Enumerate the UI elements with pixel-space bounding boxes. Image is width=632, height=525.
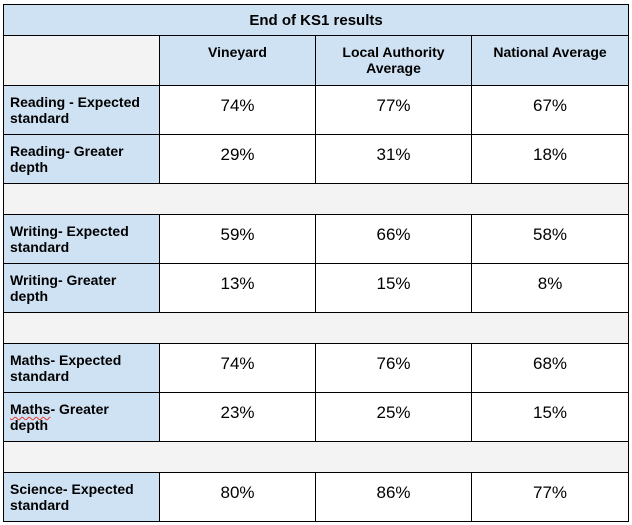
corner-cell [3, 35, 160, 86]
table-row: Maths- Expected standard 74% 76% 68% [3, 343, 630, 393]
value-cell: 15% [470, 392, 630, 442]
row-label-line: Reading- Greater [10, 143, 124, 159]
row-label-line: standard [10, 110, 70, 126]
value-cell: 13% [159, 263, 316, 313]
table-row: Maths- Greater depth 23% 25% 15% [3, 392, 630, 442]
table-row: Writing- Expected standard 59% 66% 58% [3, 214, 630, 264]
ks1-results-table: End of KS1 results Vineyard Local Author… [2, 4, 630, 522]
row-label: Reading- Greater depth [3, 134, 160, 184]
value-cell: 77% [470, 472, 630, 522]
row-label-line: Reading - Expected [10, 94, 140, 110]
spacer-row [2, 183, 630, 215]
value-cell: 67% [470, 85, 630, 135]
value-cell: 59% [159, 214, 316, 264]
value-cell: 25% [315, 392, 472, 442]
row-label: Maths- Greater depth [3, 392, 160, 442]
row-label-line: Writing- Expected [10, 223, 129, 239]
value-cell: 15% [315, 263, 472, 313]
value-cell: 31% [315, 134, 472, 184]
table-title: End of KS1 results [2, 4, 630, 36]
row-label: Maths- Expected standard [3, 343, 160, 393]
row-label-line: standard [10, 368, 70, 384]
value-cell: 58% [470, 214, 630, 264]
row-label-line: depth [10, 288, 49, 304]
header-row: Vineyard Local Authority Average National… [3, 35, 630, 86]
row-label-line: Writing- Greater [10, 272, 117, 288]
table-row: Science- Expected standard 80% 86% 77% [3, 472, 630, 522]
value-cell: 68% [470, 343, 630, 393]
row-label-line: Science- Expected [10, 481, 134, 497]
table-row: Reading - Expected standard 74% 77% 67% [3, 85, 630, 135]
column-header-line: Vineyard [208, 44, 267, 60]
value-cell: 29% [159, 134, 316, 184]
value-cell: 8% [470, 263, 630, 313]
value-cell: 18% [470, 134, 630, 184]
spacer-cell [2, 183, 630, 215]
column-header-local-authority: Local Authority Average [315, 35, 472, 86]
table-row: Reading- Greater depth 29% 31% 18% [3, 134, 630, 184]
row-label-line: standard [10, 497, 70, 513]
column-header-vineyard: Vineyard [159, 35, 316, 86]
column-header-line: Average [366, 60, 421, 76]
spacer-row [2, 441, 630, 473]
spacer-cell [2, 441, 630, 473]
row-label: Writing- Expected standard [3, 214, 160, 264]
value-cell: 76% [315, 343, 472, 393]
row-label: Science- Expected standard [3, 472, 160, 522]
value-cell: 74% [159, 85, 316, 135]
spacer-cell [2, 312, 630, 344]
row-label-line: Maths- Expected [10, 352, 122, 368]
value-cell: 80% [159, 472, 316, 522]
value-cell: 66% [315, 214, 472, 264]
row-label: Writing- Greater depth [3, 263, 160, 313]
row-label-line: depth [10, 159, 49, 175]
row-label-line: depth [10, 417, 49, 433]
row-label-line: Maths- Greater [10, 401, 109, 417]
spacer-row [2, 312, 630, 344]
spellcheck-underline: Maths [10, 401, 51, 417]
value-cell: 86% [315, 472, 472, 522]
value-cell: 77% [315, 85, 472, 135]
column-header-national: National Average [470, 35, 630, 86]
row-label: Reading - Expected standard [3, 85, 160, 135]
value-cell: 74% [159, 343, 316, 393]
table-row: Writing- Greater depth 13% 15% 8% [3, 263, 630, 313]
column-header-line: Local Authority [342, 44, 445, 60]
column-header-line: National Average [493, 44, 607, 60]
row-label-line: standard [10, 239, 70, 255]
value-cell: 23% [159, 392, 316, 442]
